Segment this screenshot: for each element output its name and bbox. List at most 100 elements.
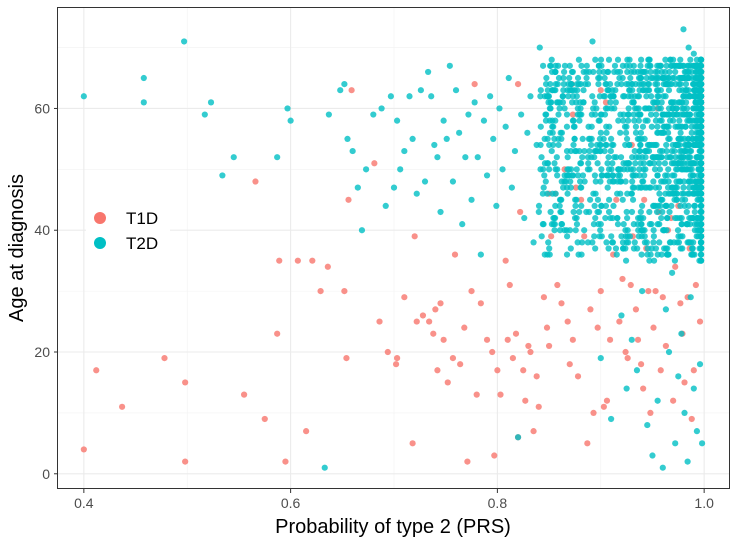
t2d-point xyxy=(660,74,668,82)
t2d-point xyxy=(668,99,675,106)
t2d-point xyxy=(639,288,646,295)
t2d-point xyxy=(549,87,556,94)
t2d-point xyxy=(629,154,636,161)
t2d-point xyxy=(685,178,692,185)
t2d-point xyxy=(618,312,625,319)
t1d-point xyxy=(677,300,684,307)
t1d-point xyxy=(545,342,553,350)
t2d-point xyxy=(602,141,609,149)
t1d-point xyxy=(477,300,484,307)
t2d-point xyxy=(580,99,587,106)
t2d-point xyxy=(690,50,697,57)
t2d-point xyxy=(694,105,702,112)
t2d-point xyxy=(687,214,694,222)
t1d-point xyxy=(348,87,355,94)
t2d-point xyxy=(669,269,676,276)
t1d-point xyxy=(303,428,310,435)
t1d-point xyxy=(514,81,522,88)
t2d-point xyxy=(662,56,669,63)
t2d-point xyxy=(608,415,615,423)
t1d-point xyxy=(540,294,548,301)
t2d-point xyxy=(673,166,680,173)
t2d-point xyxy=(576,111,583,118)
t2d-point xyxy=(615,117,622,124)
t1d-point xyxy=(471,81,478,88)
t1d-point xyxy=(597,87,604,94)
t2d-point xyxy=(462,154,469,161)
t2d-point xyxy=(574,239,581,246)
t2d-point xyxy=(622,129,630,136)
t2d-point xyxy=(274,154,281,161)
t2d-point xyxy=(565,172,572,179)
t1d-point xyxy=(93,367,100,374)
t2d-point xyxy=(625,117,632,124)
t2d-point xyxy=(553,99,561,106)
t2d-point xyxy=(600,68,607,76)
t2d-point xyxy=(686,147,694,155)
t2d-point xyxy=(564,87,571,94)
t2d-point xyxy=(601,111,609,118)
t1d-point xyxy=(637,361,645,368)
t2d-point xyxy=(632,129,640,136)
t2d-point xyxy=(465,111,472,118)
t2d-point xyxy=(573,166,580,173)
t2d-point xyxy=(341,81,348,88)
t2d-point xyxy=(599,172,606,179)
t2d-point xyxy=(654,87,662,94)
t2d-point xyxy=(545,166,553,173)
t2d-point xyxy=(626,233,634,240)
t2d-point xyxy=(325,111,332,118)
t2d-point xyxy=(663,202,670,209)
t1d-point xyxy=(509,354,516,362)
t2d-point xyxy=(590,221,598,228)
t2d-point xyxy=(605,154,612,161)
t1d-point xyxy=(692,281,699,289)
t2d-point xyxy=(598,233,605,240)
t2d-point xyxy=(697,141,705,149)
t2d-point xyxy=(636,166,643,173)
t2d-point xyxy=(632,123,640,130)
t2d-point xyxy=(541,135,548,143)
y-axis-ticks: 0 20 40 60 xyxy=(34,100,58,482)
t2d-point xyxy=(659,196,666,203)
t2d-point xyxy=(452,87,460,94)
t2d-point xyxy=(633,105,640,112)
t2d-point xyxy=(635,93,643,100)
t2d-point xyxy=(575,56,583,63)
t2d-point xyxy=(654,154,662,161)
t2d-point xyxy=(521,214,528,222)
t2d-point xyxy=(637,141,644,149)
t2d-point xyxy=(642,68,649,76)
t2d-point xyxy=(683,74,691,82)
t2d-point xyxy=(697,251,705,258)
t1d-point xyxy=(430,330,437,337)
t2d-point xyxy=(564,154,571,161)
t2d-point xyxy=(540,221,547,228)
t2d-point xyxy=(595,221,602,228)
t2d-point xyxy=(697,160,705,167)
t2d-point xyxy=(572,196,579,203)
t1d-point xyxy=(548,233,555,240)
t2d-point xyxy=(583,62,590,69)
t2d-point xyxy=(689,245,696,252)
t2d-point xyxy=(654,397,661,404)
t2d-point xyxy=(358,227,366,234)
t2d-point xyxy=(663,147,670,155)
t2d-point xyxy=(677,202,684,209)
t1d-point xyxy=(317,288,324,295)
t2d-point xyxy=(588,123,595,130)
t2d-point xyxy=(623,81,630,88)
t2d-point xyxy=(693,214,700,222)
t2d-point xyxy=(552,68,559,76)
t2d-point xyxy=(413,190,420,197)
t2d-point xyxy=(622,227,629,234)
t1d-point xyxy=(527,348,534,356)
t2d-point xyxy=(592,147,599,155)
t2d-point xyxy=(580,87,587,94)
t2d-point xyxy=(627,74,634,82)
t2d-point xyxy=(565,81,572,88)
t1d-point xyxy=(627,281,634,289)
t2d-point xyxy=(579,154,586,161)
t2d-point xyxy=(140,99,147,106)
t1d-point xyxy=(324,263,331,270)
